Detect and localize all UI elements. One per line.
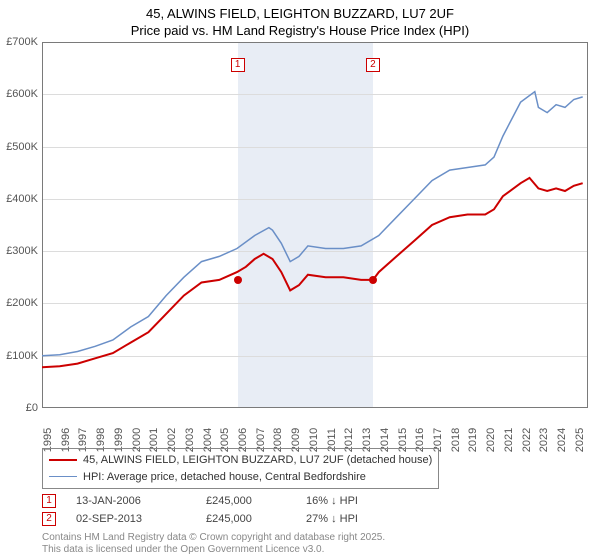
- sales-date: 13-JAN-2006: [76, 495, 186, 507]
- attribution-line-2: This data is licensed under the Open Gov…: [42, 544, 385, 556]
- sales-marker: 2: [42, 512, 56, 526]
- legend: 45, ALWINS FIELD, LEIGHTON BUZZARD, LU7 …: [42, 448, 588, 489]
- sales-price: £245,000: [206, 495, 286, 507]
- sale-dot: [369, 276, 377, 284]
- y-tick-label: £700K: [6, 36, 38, 48]
- sales-pct: 27% ↓ HPI: [306, 513, 406, 525]
- title-line-1: 45, ALWINS FIELD, LEIGHTON BUZZARD, LU7 …: [0, 6, 600, 23]
- sales-row: 2 02-SEP-2013 £245,000 27% ↓ HPI: [42, 510, 588, 528]
- price_paid-line: [42, 178, 583, 367]
- legend-label: 45, ALWINS FIELD, LEIGHTON BUZZARD, LU7 …: [83, 452, 432, 469]
- title-line-2: Price paid vs. HM Land Registry's House …: [0, 23, 600, 40]
- attribution: Contains HM Land Registry data © Crown c…: [42, 532, 385, 556]
- legend-swatch: [49, 459, 77, 461]
- sales-price: £245,000: [206, 513, 286, 525]
- sales-table: 1 13-JAN-2006 £245,000 16% ↓ HPI 2 02-SEP-201…: [42, 492, 588, 528]
- y-tick-label: £200K: [6, 297, 38, 309]
- y-tick-label: £400K: [6, 193, 38, 205]
- sales-marker: 1: [42, 494, 56, 508]
- y-tick-label: £0: [26, 402, 38, 414]
- title-block: 45, ALWINS FIELD, LEIGHTON BUZZARD, LU7 …: [0, 0, 600, 40]
- sales-row: 1 13-JAN-2006 £245,000 16% ↓ HPI: [42, 492, 588, 510]
- legend-swatch: [49, 476, 77, 477]
- legend-label: HPI: Average price, detached house, Cent…: [83, 469, 366, 486]
- marker-box: 1: [231, 58, 245, 72]
- legend-row: 45, ALWINS FIELD, LEIGHTON BUZZARD, LU7 …: [49, 452, 432, 469]
- y-tick-label: £100K: [6, 350, 38, 362]
- line-series: [42, 42, 588, 408]
- chart-container: 45, ALWINS FIELD, LEIGHTON BUZZARD, LU7 …: [0, 0, 600, 560]
- hpi-line: [42, 92, 583, 356]
- y-tick-label: £300K: [6, 245, 38, 257]
- sales-date: 02-SEP-2013: [76, 513, 186, 525]
- y-tick-label: £500K: [6, 141, 38, 153]
- marker-box: 2: [366, 58, 380, 72]
- legend-box: 45, ALWINS FIELD, LEIGHTON BUZZARD, LU7 …: [42, 448, 439, 489]
- legend-row: HPI: Average price, detached house, Cent…: [49, 469, 432, 486]
- attribution-line-1: Contains HM Land Registry data © Crown c…: [42, 532, 385, 544]
- sale-dot: [234, 276, 242, 284]
- y-tick-label: £600K: [6, 88, 38, 100]
- sales-pct: 16% ↓ HPI: [306, 495, 406, 507]
